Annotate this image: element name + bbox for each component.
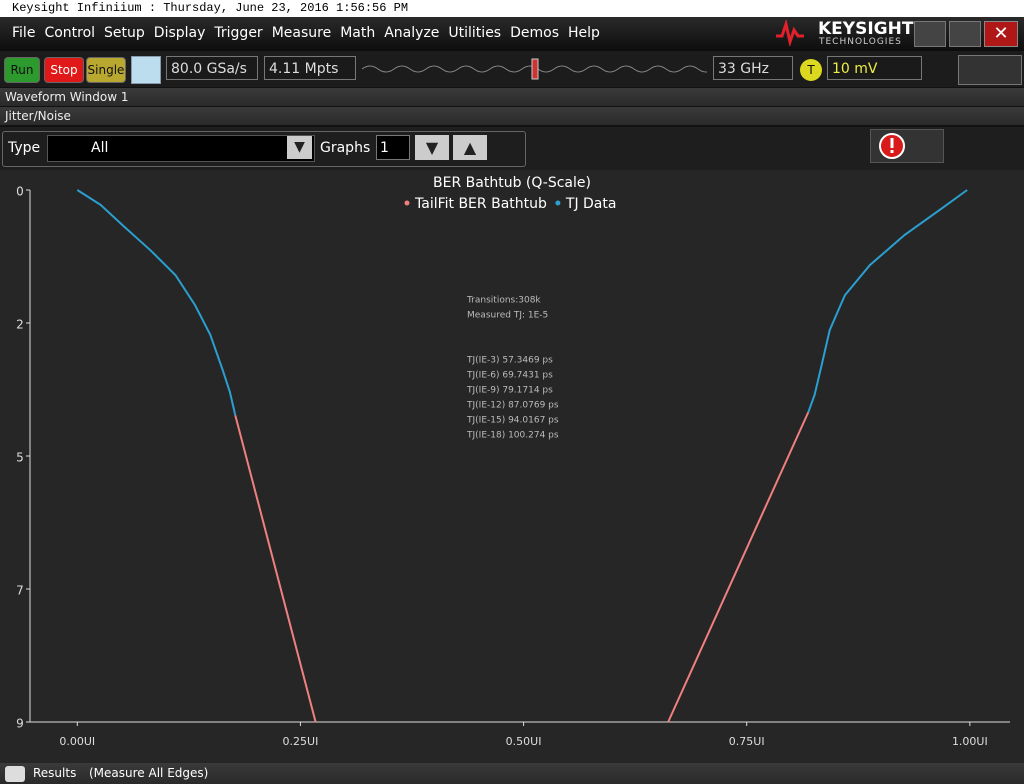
graphs-down[interactable]: ▼: [415, 135, 449, 160]
y-tick-label: 7: [16, 584, 24, 598]
bandwidth: 33 GHz: [713, 56, 793, 80]
menu-item[interactable]: Measure: [271, 25, 332, 41]
menu-item[interactable]: Utilities: [448, 25, 502, 41]
graphs-up[interactable]: ▲: [453, 135, 487, 160]
menu-item[interactable]: Trigger: [214, 25, 263, 41]
x-tick-label: 0.50UI: [506, 735, 542, 748]
annotation: TJ(IE-12) 87.0769 ps: [466, 401, 559, 411]
chart: BER Bathtub (Q-Scale) 0 2 5 7 9 0.00UI 0.25UI 0…: [0, 170, 1024, 763]
x-tick-label: 0.25UI: [283, 735, 319, 748]
graphs-value[interactable]: 1: [376, 135, 410, 160]
waveform-window-bar: Waveform Window 1: [0, 88, 1024, 106]
results-mode: (Measure All Edges): [89, 766, 209, 780]
graphs-label: Graphs: [320, 140, 371, 156]
y-tick-label: 2: [16, 318, 24, 332]
logo-name: KEYSIGHT: [818, 19, 914, 39]
x-tick-label: 0.75UI: [729, 735, 765, 748]
logo-icon: [776, 18, 804, 48]
y-tick-label: 0: [16, 185, 24, 199]
autoscale-button[interactable]: [131, 56, 161, 84]
menu-item[interactable]: Analyze: [384, 25, 440, 41]
sample-rate: 80.0 GSa/s: [166, 56, 258, 80]
x-tick-label: 1.00UI: [952, 735, 988, 748]
menu-item[interactable]: Setup: [104, 25, 145, 41]
x-tick-label: 0.00UI: [59, 735, 95, 748]
annotation: TJ(IE-18) 100.274 ps: [466, 431, 559, 441]
menu-bar: [0, 17, 1024, 51]
jitter-noise-bar: Jitter/Noise: [0, 107, 1024, 125]
series-line: [234, 411, 810, 723]
chart-title: BER Bathtub (Q-Scale): [433, 175, 591, 191]
run-button[interactable]: Run: [4, 57, 40, 83]
minimize-button[interactable]: [914, 21, 946, 47]
memory-depth: 4.11 Mpts: [264, 56, 356, 80]
results-icon[interactable]: [5, 766, 25, 782]
menu-item[interactable]: Control: [44, 25, 96, 41]
legend-label: TJ Data: [565, 196, 617, 212]
series-line: [76, 189, 968, 416]
legend-marker: [555, 200, 561, 206]
window-title: Keysight Infiniium : Thursday, June 23, …: [0, 0, 1024, 17]
timeline[interactable]: [361, 58, 715, 80]
logo-wave: [776, 18, 804, 48]
status-bar: [0, 763, 1024, 784]
annotation: Measured TJ: 1E-5: [467, 311, 548, 321]
menu-item[interactable]: Display: [153, 25, 206, 41]
annotation: TJ(IE-3) 57.3469 ps: [466, 356, 553, 366]
type-dropdown[interactable]: [47, 135, 315, 162]
menu-item[interactable]: Help: [568, 25, 600, 41]
annotation: Transitions:308k: [466, 296, 541, 306]
type-label: Type: [8, 140, 41, 156]
menu-item[interactable]: File: [12, 25, 36, 41]
display-toggle[interactable]: [958, 55, 1022, 85]
logo-subtitle: TECHNOLOGIES: [819, 37, 902, 47]
y-tick-label: 5: [16, 451, 24, 465]
menu-item[interactable]: Demos: [510, 25, 559, 41]
chart-background: [0, 170, 1024, 763]
annotation: TJ(IE-9) 79.1714 ps: [466, 386, 553, 396]
error-panel[interactable]: [870, 129, 944, 163]
legend-label: TailFit BER Bathtub: [414, 196, 547, 212]
y-tick-label: 9: [16, 717, 24, 731]
type-value: All: [91, 140, 109, 156]
menu-item[interactable]: Math: [340, 25, 376, 41]
annotation: TJ(IE-6) 69.7431 ps: [466, 371, 553, 381]
maximize-button[interactable]: [949, 21, 981, 47]
close-button[interactable]: ✕: [984, 21, 1018, 47]
menu: File Control Setup Display Trigger Measure Mat…: [12, 25, 600, 41]
graph-controls: [2, 131, 526, 167]
dropdown-arrow[interactable]: ▼: [287, 136, 312, 159]
error-icon: [879, 133, 905, 159]
single-button[interactable]: Single: [86, 57, 126, 83]
timeline-wave: [361, 58, 715, 80]
legend-marker: [404, 200, 410, 206]
trigger-level[interactable]: 10 mV: [827, 56, 922, 80]
stop-button[interactable]: Stop: [44, 57, 84, 83]
trigger-indicator: T: [800, 59, 822, 81]
annotation: TJ(IE-15) 94.0167 ps: [466, 416, 559, 426]
results-label[interactable]: Results: [33, 766, 77, 780]
